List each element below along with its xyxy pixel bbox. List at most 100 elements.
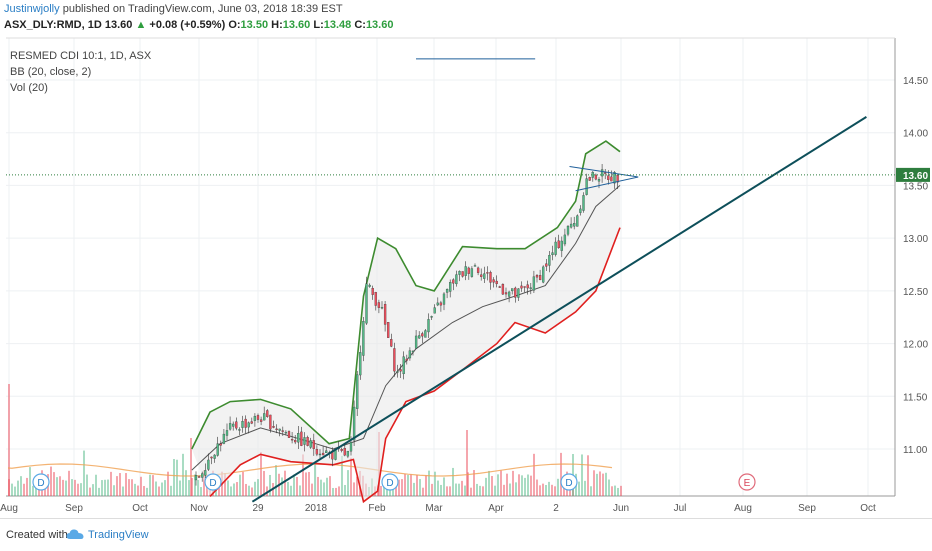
candle-body: [467, 267, 470, 274]
candle-body: [501, 284, 505, 295]
volume-bar: [404, 473, 406, 496]
candle-body: [573, 223, 576, 227]
candle-body: [204, 470, 207, 476]
volume-bar: [422, 487, 424, 496]
candle-body: [207, 459, 210, 470]
volume-bar: [401, 479, 403, 496]
candle-body: [359, 352, 362, 376]
published-text: published on TradingView.com, June 03, 2…: [62, 3, 343, 15]
volume-bar: [614, 485, 616, 496]
volume-bar: [599, 471, 601, 496]
volume-bar: [275, 465, 277, 496]
volume-bar: [587, 455, 589, 496]
candle-body: [520, 285, 523, 289]
volume-bar: [77, 483, 79, 496]
candle-body: [349, 442, 353, 452]
volume-bar: [26, 477, 28, 496]
candle-body: [424, 330, 427, 338]
volume-bar: [455, 483, 457, 496]
volume-bar: [479, 485, 481, 496]
candle-body: [281, 430, 284, 432]
volume-bar: [170, 485, 172, 496]
candle-body: [495, 280, 498, 285]
candle-body: [600, 169, 604, 177]
volume-bar: [605, 472, 607, 496]
candle-body: [201, 473, 204, 478]
volume-bar: [509, 483, 511, 496]
candle-body: [436, 302, 439, 306]
volume-bar: [95, 474, 97, 496]
candle-body: [371, 287, 374, 295]
candle-body: [560, 240, 563, 251]
price-chart[interactable]: 14.50 14.00 13.50 13.00 12.50 12.00 11.50 11.00…: [0, 36, 932, 518]
volume-bar: [593, 470, 595, 496]
volume-bar: [248, 485, 250, 496]
candle-body: [582, 195, 585, 211]
author-link[interactable]: Justinwjolly: [4, 3, 60, 15]
volume-ma-line: [7, 463, 613, 477]
volume-bar: [23, 483, 25, 496]
x-tick-label: Oct: [132, 503, 148, 514]
candle-body: [213, 454, 216, 459]
volume-bar: [125, 473, 127, 496]
volume-bar: [518, 474, 520, 496]
volume-bar: [143, 486, 145, 496]
candle-body: [557, 240, 560, 249]
volume-bar: [347, 470, 349, 496]
candle-body: [387, 322, 390, 338]
x-tick-label: Jun: [613, 503, 629, 514]
volume-bar: [101, 480, 103, 496]
dividend-marker-label: D: [386, 478, 393, 489]
candle-body: [396, 371, 399, 373]
candle-body: [551, 252, 554, 256]
volume-bar: [119, 473, 121, 496]
volume-bar: [185, 470, 187, 496]
volume-bar: [335, 487, 337, 496]
candle-body: [216, 443, 219, 456]
candle-body: [507, 291, 511, 297]
volume-bar: [458, 483, 460, 496]
volume-bar: [287, 481, 289, 496]
candle-body: [241, 421, 244, 428]
legend-vol: Vol (20): [10, 82, 48, 94]
volume-bar: [224, 473, 226, 496]
candle-body: [452, 279, 455, 284]
candle-body: [604, 172, 607, 174]
volume-bar: [323, 482, 325, 496]
volume-bar: [281, 477, 283, 496]
volume-bar: [398, 479, 400, 496]
candle-body: [576, 215, 579, 227]
candle-body: [542, 266, 545, 283]
low-label: L:: [313, 19, 324, 31]
candle-body: [300, 431, 303, 446]
tradingview-link[interactable]: TradingView: [88, 529, 149, 541]
volume-bar: [536, 479, 538, 496]
volume-bar: [65, 480, 67, 496]
volume-bar: [176, 459, 178, 496]
volume-bar: [233, 483, 235, 496]
up-arrow-icon: ▲: [135, 19, 147, 31]
last-price-tag-label: 13.60: [903, 171, 928, 182]
candle-body: [523, 286, 526, 288]
volume-bar: [476, 483, 478, 496]
volume-bar: [584, 480, 586, 496]
candle-body: [430, 316, 433, 318]
volume-bar: [557, 478, 559, 496]
volume-bar: [239, 474, 241, 496]
volume-bar: [290, 485, 292, 496]
volume-bar: [611, 486, 613, 496]
volume-bar: [230, 486, 232, 496]
y-tick-label: 11.50: [903, 392, 928, 403]
volume-bar: [506, 473, 508, 496]
volume-bar: [107, 479, 109, 496]
volume-bar: [341, 455, 343, 496]
volume-bar: [164, 480, 166, 496]
y-tick-label: 11.00: [903, 445, 928, 456]
candle-body: [514, 287, 517, 298]
volume-bar: [503, 484, 505, 496]
candle-body: [374, 292, 377, 306]
candle-body: [228, 423, 232, 430]
triangle-bottom-line: [575, 176, 639, 192]
volume-bar: [68, 470, 70, 496]
candle-body: [610, 176, 613, 182]
